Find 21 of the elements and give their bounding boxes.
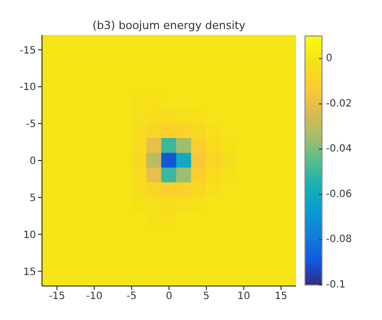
x-tick-label: -10 xyxy=(86,291,102,302)
y-tick-label: -10 xyxy=(20,82,36,94)
x-tick-label: 0 xyxy=(166,291,172,302)
x-tick-label: -15 xyxy=(48,291,66,302)
y-tick-label: -15 xyxy=(20,45,36,56)
color-bar-label: -0.06 xyxy=(326,188,352,200)
x-tick-label: 5 xyxy=(203,291,210,302)
y-tick-label: 10 xyxy=(23,230,36,241)
x-tick-label: -5 xyxy=(126,291,137,302)
color-bar-label: 0 xyxy=(326,53,332,64)
y-tick-label: 5 xyxy=(30,192,36,204)
color-bar-label: -0.08 xyxy=(326,234,352,246)
color-bar-label: -0.1 xyxy=(326,280,346,290)
y-tick-label: 15 xyxy=(23,266,36,278)
y-tick-label: 0 xyxy=(30,156,36,168)
color-bar-label: -0.02 xyxy=(326,98,352,110)
x-tick-label: 10 xyxy=(237,291,250,302)
chart-title: (b3) boojum energy density xyxy=(92,19,246,32)
color-bar-label: -0.04 xyxy=(326,144,352,155)
y-tick-label: -5 xyxy=(26,119,36,130)
x-tick-label: 15 xyxy=(274,291,288,302)
